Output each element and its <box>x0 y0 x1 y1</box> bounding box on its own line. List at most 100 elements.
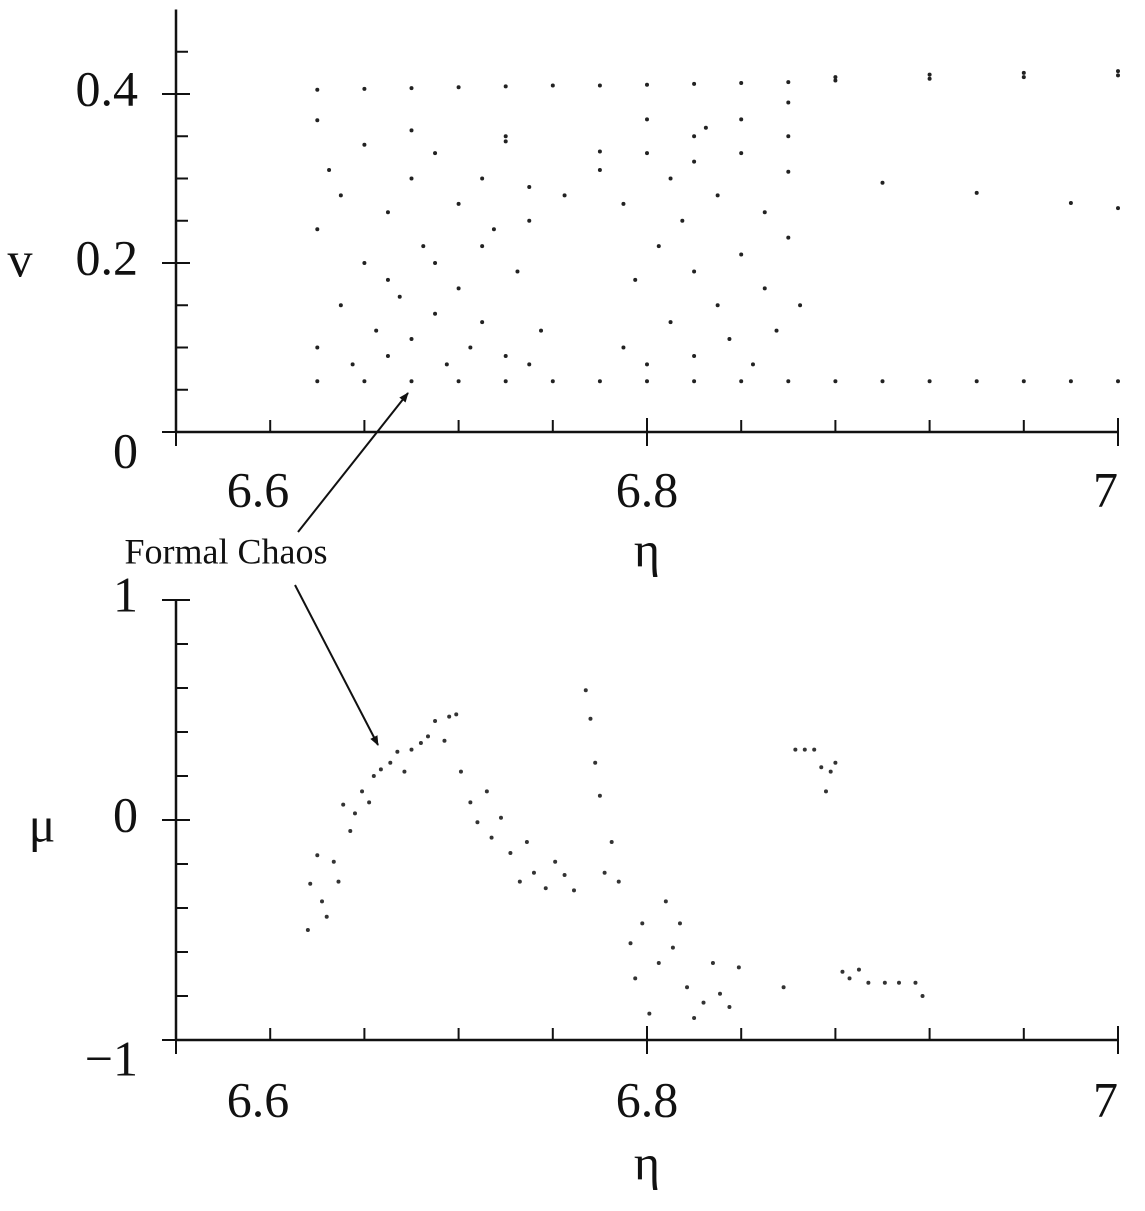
point <box>550 83 555 88</box>
point <box>739 151 744 156</box>
point <box>409 128 414 133</box>
point <box>739 379 744 384</box>
point <box>531 870 536 875</box>
point <box>327 168 332 173</box>
point <box>418 741 423 745</box>
point <box>727 1005 732 1009</box>
point <box>703 125 708 130</box>
point <box>1068 379 1073 384</box>
point <box>621 345 626 350</box>
point <box>385 277 390 282</box>
point <box>503 353 508 358</box>
point <box>786 379 791 384</box>
point <box>1068 201 1073 206</box>
point <box>656 961 661 965</box>
point <box>710 961 715 965</box>
point <box>866 980 871 985</box>
point <box>823 789 828 794</box>
point <box>456 201 461 206</box>
point <box>668 320 673 325</box>
point <box>305 928 310 932</box>
annotation-arrow <box>294 584 379 746</box>
y-tick-label: 0 <box>113 786 138 842</box>
point <box>539 328 544 333</box>
point <box>480 244 485 249</box>
point <box>701 1000 706 1005</box>
point <box>352 811 357 816</box>
point <box>798 303 803 308</box>
point <box>385 353 390 358</box>
point <box>739 252 744 257</box>
annotation: Formal Chaos <box>125 531 328 571</box>
point <box>336 879 341 884</box>
x-axis-title: η <box>634 521 660 577</box>
point <box>812 747 817 752</box>
point <box>593 760 598 765</box>
point <box>491 227 496 232</box>
point <box>454 712 459 717</box>
y-tick-label: 1 <box>113 566 138 622</box>
point <box>562 873 567 877</box>
point <box>645 151 649 156</box>
point <box>739 117 744 122</box>
point <box>360 789 365 794</box>
point <box>362 261 367 265</box>
point <box>409 747 414 752</box>
point <box>562 193 567 198</box>
point <box>896 980 901 985</box>
point <box>503 134 508 139</box>
point <box>503 84 508 89</box>
point <box>315 87 320 92</box>
point <box>571 888 576 893</box>
x-tick-label: 6.8 <box>616 1071 679 1127</box>
point <box>633 976 638 981</box>
point <box>647 1011 652 1016</box>
point <box>1116 73 1120 78</box>
point <box>503 379 508 384</box>
point <box>1116 206 1120 211</box>
point <box>880 180 885 185</box>
point <box>341 802 346 807</box>
point <box>656 244 661 249</box>
y-tick-label: 0.2 <box>76 229 139 285</box>
point <box>315 379 320 384</box>
point <box>468 800 473 805</box>
point <box>781 985 786 990</box>
point <box>503 139 508 144</box>
point <box>663 899 668 904</box>
point <box>668 176 673 181</box>
point <box>402 769 407 774</box>
point <box>786 134 791 139</box>
point <box>442 738 447 743</box>
x-tick-label: 6.8 <box>616 461 679 517</box>
point <box>374 328 379 333</box>
point <box>621 201 626 206</box>
y-axis-title: μ <box>29 796 56 852</box>
point <box>421 244 426 249</box>
point <box>315 118 320 123</box>
point <box>645 117 649 122</box>
point <box>338 303 343 308</box>
point <box>645 379 649 384</box>
point <box>409 176 414 181</box>
x-tick-label: 7 <box>1093 1071 1118 1127</box>
point <box>597 379 602 384</box>
point <box>447 714 452 719</box>
point <box>324 914 329 919</box>
point <box>974 190 979 195</box>
point <box>685 985 690 990</box>
point <box>433 311 438 316</box>
point <box>409 86 414 91</box>
point <box>793 747 798 752</box>
point <box>553 859 558 864</box>
point <box>1021 379 1026 384</box>
point <box>692 1016 697 1020</box>
point <box>927 72 932 77</box>
point <box>762 210 767 215</box>
point <box>927 379 932 384</box>
point <box>409 337 414 342</box>
y-tick-label: 0.4 <box>76 60 139 116</box>
point <box>692 353 697 358</box>
point <box>633 277 638 282</box>
